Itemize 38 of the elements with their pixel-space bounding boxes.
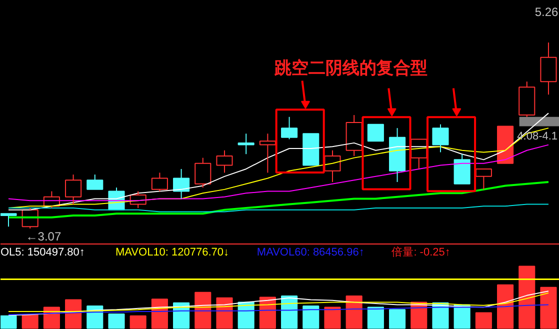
candlestick xyxy=(151,172,168,192)
bar xyxy=(194,292,212,329)
candlestick xyxy=(65,174,82,205)
bar xyxy=(540,286,557,329)
bar xyxy=(22,314,38,329)
bar xyxy=(130,315,146,329)
bar xyxy=(65,299,82,329)
candlestick xyxy=(259,133,276,174)
candlestick xyxy=(130,190,146,209)
bar xyxy=(367,306,384,329)
bar xyxy=(216,297,233,329)
candlestick xyxy=(389,128,406,182)
bar xyxy=(475,312,492,329)
candlestick xyxy=(22,208,38,229)
bar xyxy=(497,284,514,329)
bar xyxy=(518,266,536,329)
candlestick xyxy=(216,150,233,174)
text: MAVOL60: 86456.96↑ xyxy=(256,246,364,259)
text: MAVOL10: 120776.70↓ xyxy=(116,246,230,259)
candlestick xyxy=(194,157,212,188)
candlestick xyxy=(238,133,254,155)
bar xyxy=(346,296,362,329)
candlestick xyxy=(432,124,449,153)
text: 倍量: -0.25↑ xyxy=(392,246,450,259)
bar xyxy=(108,314,125,329)
bar xyxy=(238,302,254,329)
candlestick xyxy=(540,42,557,96)
bar xyxy=(302,305,320,329)
text: ←3.07 xyxy=(26,230,62,244)
candlestick xyxy=(173,168,190,200)
bar xyxy=(0,315,17,329)
text: 5.26 xyxy=(534,4,559,19)
annotation: 跳空二阴线的复合型 xyxy=(274,58,428,78)
bar xyxy=(454,304,470,329)
text: OL5: 150497.80↑ xyxy=(0,246,85,259)
bar xyxy=(324,306,341,329)
candlestick xyxy=(518,81,536,118)
bar xyxy=(389,309,406,329)
